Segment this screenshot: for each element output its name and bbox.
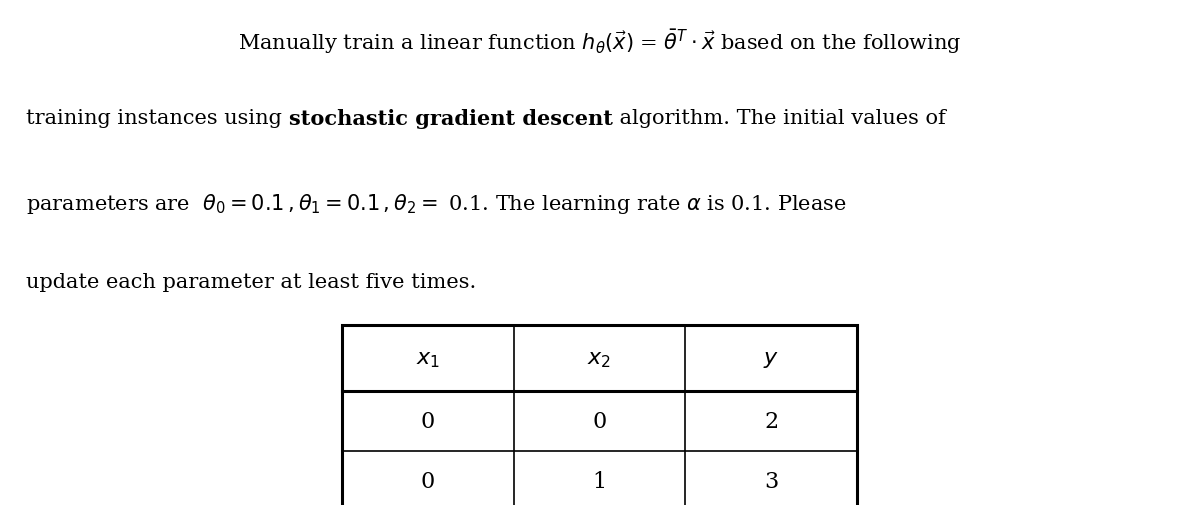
Text: algorithm. The initial values of: algorithm. The initial values of <box>613 109 946 128</box>
Text: update each parameter at least five times.: update each parameter at least five time… <box>26 273 476 292</box>
Text: $x_2$: $x_2$ <box>588 347 611 370</box>
Text: 0: 0 <box>593 410 606 432</box>
Text: 3: 3 <box>764 470 778 492</box>
Text: stochastic gradient descent: stochastic gradient descent <box>289 109 613 129</box>
Text: training instances using: training instances using <box>26 109 289 128</box>
Text: $y$: $y$ <box>763 347 779 370</box>
Bar <box>342 326 857 505</box>
Text: 2: 2 <box>764 410 778 432</box>
Text: $x_1$: $x_1$ <box>415 347 440 370</box>
Text: 0: 0 <box>421 410 434 432</box>
Text: 1: 1 <box>593 470 606 492</box>
Text: Manually train a linear function $h_\theta(\vec{x})$ = $\bar{\theta}^T \cdot \ve: Manually train a linear function $h_\the… <box>239 28 961 56</box>
Text: 0: 0 <box>421 470 434 492</box>
Text: parameters are  $\theta_0 = 0.1\,,\theta_1 = 0.1\,,\theta_2 =$ 0.1. The learning: parameters are $\theta_0 = 0.1\,,\theta_… <box>26 192 847 216</box>
